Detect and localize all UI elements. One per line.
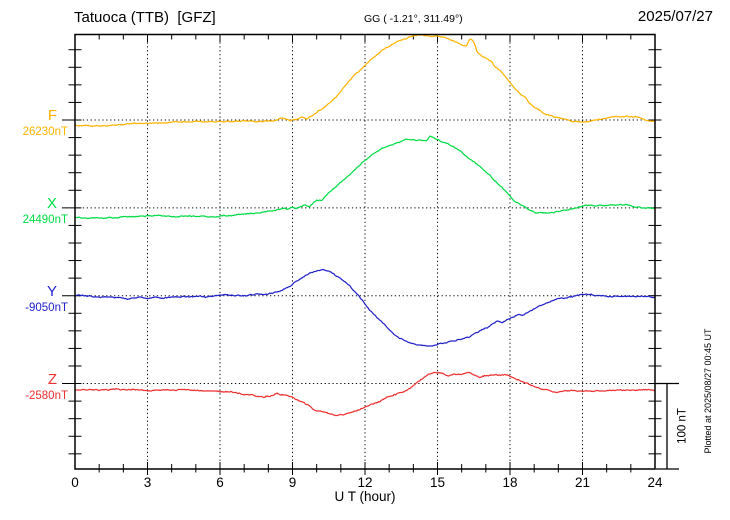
curve-Y [74,268,656,347]
series-baseline-value-X: 24490nT [22,213,68,226]
x-tick-label-6: 6 [216,475,224,490]
x-tick-label-15: 15 [429,475,446,490]
plotted-at-note: Plotted at 2025/08/27 00:45 UT [703,328,713,454]
series-baseline-value-F: 26230nT [22,126,68,138]
x-axis-title: U T (hour) [334,489,396,504]
plot-frame [74,33,656,470]
x-tick-label-9: 9 [288,475,297,490]
x-tick-label-0: 0 [71,475,79,490]
curve-Z [74,371,656,417]
x-tick-label-12: 12 [357,475,373,490]
series-label-Z: Z [47,370,57,388]
curve-X [74,135,656,220]
scale-bar-label: 100 nT [677,408,689,444]
x-tick-label-3: 3 [143,475,152,490]
series-baseline-value-Y: -9050nT [25,301,68,314]
x-tick-label-18: 18 [502,475,518,490]
series-baseline-value-Z: -2580nT [25,389,68,402]
series-label-F: F [47,107,57,124]
geographic-coords: GG ( -1.21°, 311.49°) [364,13,463,25]
series-label-Y: Y [46,282,57,300]
plot-date: 2025/07/27 [637,8,713,25]
scale-bar: 100 nT [655,382,689,470]
data-curves [74,33,656,417]
curve-F [74,33,656,128]
x-tick-label-21: 21 [574,475,591,490]
series-label-X: X [46,194,57,212]
station-title: Tatuoca (TTB) [GFZ] [74,9,216,26]
x-tick-label-24: 24 [647,475,663,490]
